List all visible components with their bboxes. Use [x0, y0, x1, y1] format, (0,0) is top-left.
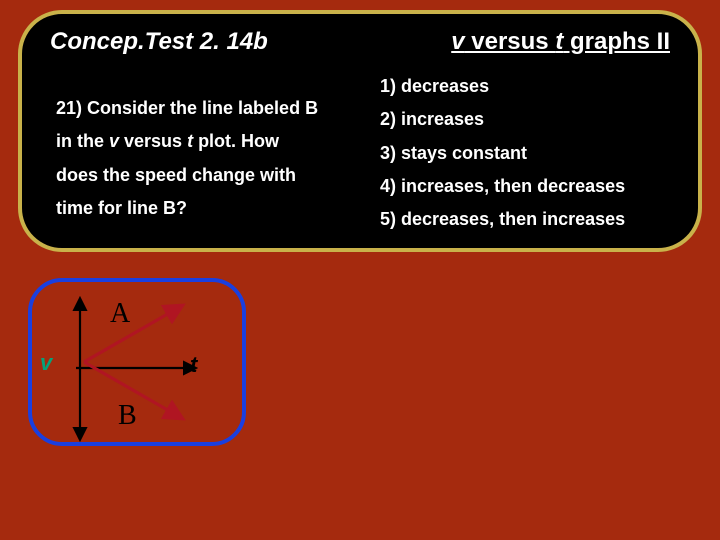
card-subtitle: v versus t graphs II — [451, 28, 670, 56]
q2v: v — [109, 131, 119, 151]
question-line-3: does the speed change with — [56, 159, 360, 192]
answer-5: 5) decreases, then increases — [380, 203, 670, 236]
axis-label-t: t — [190, 352, 197, 378]
answer-3: 3) stays constant — [380, 137, 670, 170]
answer-2: 2) increases — [380, 103, 670, 136]
question-card: Concep.Test 2. 14b v versus t graphs II … — [18, 10, 702, 252]
question-line-4: time for line B? — [56, 192, 360, 225]
answer-1: 1) decreases — [380, 70, 670, 103]
card-body: 21) Consider the line labeled B in the v… — [50, 70, 670, 236]
question-text: 21) Consider the line labeled B in the v… — [50, 70, 360, 236]
card-header: Concep.Test 2. 14b v versus t graphs II — [50, 28, 670, 56]
q2a: in the — [56, 131, 109, 151]
q2b: versus — [119, 131, 187, 151]
card-title: Concep.Test 2. 14b — [50, 28, 268, 56]
question-line-2: in the v versus t plot. How — [56, 125, 360, 158]
graph-box: v t A B — [28, 278, 246, 446]
line-A — [84, 308, 178, 362]
q2c: plot. How — [193, 131, 279, 151]
subtitle-suffix: graphs II — [563, 28, 670, 55]
slide-background: Concep.Test 2. 14b v versus t graphs II … — [0, 0, 720, 540]
answers-list: 1) decreases 2) increases 3) stays const… — [380, 70, 670, 236]
axis-label-v: v — [40, 350, 52, 376]
subtitle-mid: versus — [465, 28, 556, 55]
subtitle-v: v — [451, 28, 464, 55]
line-label-A: A — [110, 298, 130, 330]
answer-4: 4) increases, then decreases — [380, 170, 670, 203]
line-label-B: B — [118, 400, 137, 432]
question-line-1: 21) Consider the line labeled B — [56, 92, 360, 125]
graph-svg — [42, 290, 240, 442]
